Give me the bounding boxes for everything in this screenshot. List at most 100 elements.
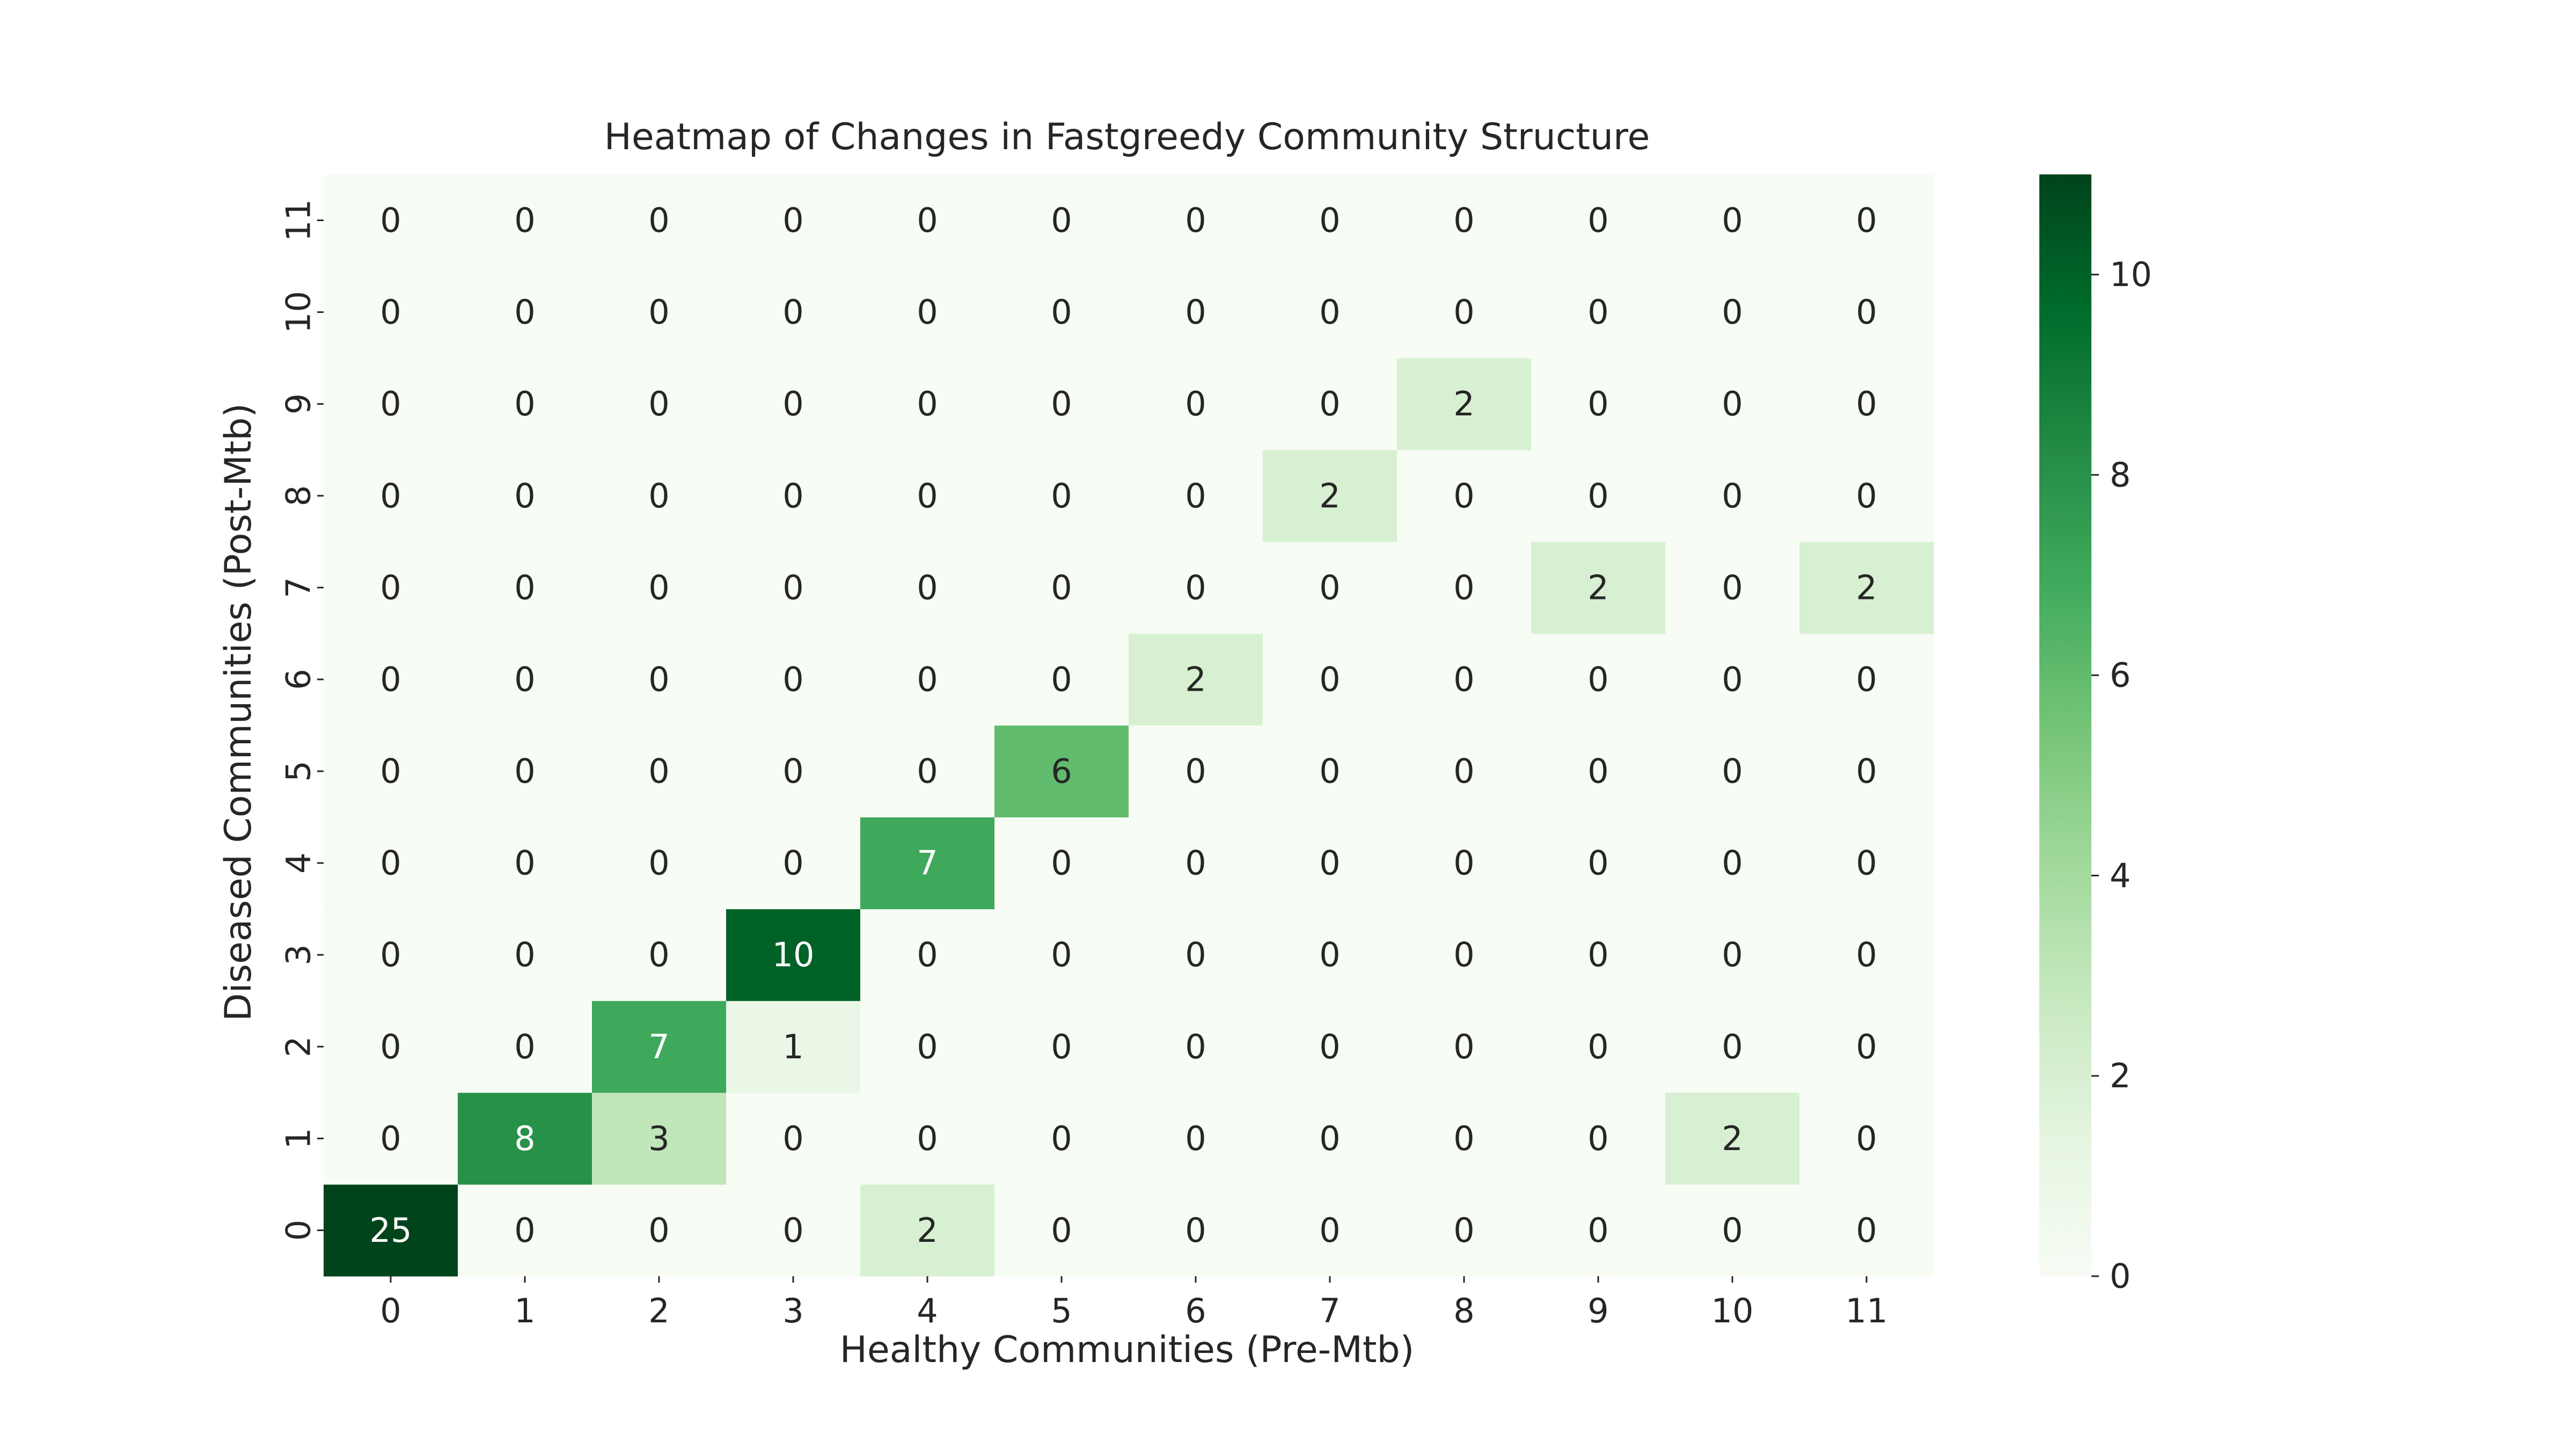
cell-value-label: 0 — [380, 292, 401, 332]
heatmap-cell — [726, 1000, 861, 1093]
heatmap-cell — [1397, 450, 1532, 542]
x-tick-label: 9 — [1587, 1291, 1608, 1330]
cell-value-label: 0 — [1319, 384, 1340, 423]
cell-value-label: 2 — [1722, 1119, 1743, 1158]
heatmap-cell — [592, 633, 727, 726]
heatmap-cell — [1397, 266, 1532, 358]
y-tick-label: 0 — [279, 1220, 318, 1241]
cell-value-label: 0 — [917, 568, 938, 607]
cell-value-label: 0 — [1856, 384, 1877, 423]
cell-value-label: 0 — [1051, 1027, 1072, 1066]
heatmap-cell — [1531, 1000, 1666, 1093]
cell-value-label: 0 — [1856, 1211, 1877, 1250]
heatmap-cell — [592, 541, 727, 634]
heatmap-cell — [592, 358, 727, 450]
cell-value-label: 0 — [1722, 660, 1743, 699]
cell-value-label: 0 — [782, 660, 803, 699]
x-axis-ticks: 0 1 2 3 4 5 6 7 8 9 10 11 — [380, 1276, 1887, 1330]
cell-value-label: 0 — [1319, 752, 1340, 791]
cell-value-label: 0 — [1587, 384, 1608, 423]
heatmap-cell — [458, 174, 592, 267]
heatmap-cell — [458, 541, 592, 634]
cell-value-label: 0 — [1587, 1027, 1608, 1066]
cell-value-label: 0 — [782, 201, 803, 240]
heatmap-cell — [726, 266, 861, 358]
heatmap-cell — [1397, 1092, 1532, 1185]
cell-value-label: 0 — [1587, 935, 1608, 975]
x-tick-label: 10 — [1711, 1291, 1754, 1330]
heatmap-cell — [1397, 909, 1532, 1001]
heatmap-cell — [994, 174, 1129, 267]
cell-value-label: 0 — [1185, 476, 1206, 515]
cell-value-label: 0 — [1587, 1211, 1608, 1250]
cell-value-label: 8 — [514, 1119, 535, 1158]
cell-value-label: 0 — [917, 384, 938, 423]
x-tick-label: 8 — [1453, 1291, 1474, 1330]
heatmap-cell — [1531, 817, 1666, 910]
cell-value-label: 0 — [1587, 292, 1608, 332]
cell-value-label: 0 — [1856, 752, 1877, 791]
cell-value-label: 0 — [1587, 201, 1608, 240]
heatmap-cell — [1665, 1184, 1800, 1277]
cell-value-label: 2 — [1856, 568, 1877, 607]
y-axis-ticks: 0 1 2 3 4 5 6 7 8 9 10 11 — [279, 199, 324, 1241]
colorbar-tick-label: 10 — [2110, 255, 2152, 294]
colorbar-tick-label: 8 — [2110, 455, 2131, 494]
heatmap-cell — [324, 174, 458, 267]
x-tick-label: 6 — [1185, 1291, 1206, 1330]
heatmap-cell — [1129, 358, 1263, 450]
cell-value-label: 0 — [1453, 292, 1474, 332]
heatmap-cell — [1665, 633, 1800, 726]
cell-value-label: 0 — [1185, 1211, 1206, 1250]
colorbar-tick-label: 6 — [2110, 656, 2131, 695]
cell-value-label: 0 — [514, 1211, 535, 1250]
cell-value-label: 0 — [1319, 201, 1340, 240]
cell-value-label: 0 — [1453, 752, 1474, 791]
heatmap-cell — [726, 541, 861, 634]
cell-value-label: 0 — [917, 1119, 938, 1158]
cell-value-label: 6 — [1051, 752, 1072, 791]
cell-value-label: 0 — [1051, 935, 1072, 975]
heatmap-cell — [1799, 725, 1934, 818]
heatmap-cell — [1397, 541, 1532, 634]
cell-value-label: 0 — [1051, 844, 1072, 883]
heatmap-cell — [1799, 541, 1934, 634]
heatmap-cell — [726, 450, 861, 542]
heatmap-cell — [592, 450, 727, 542]
heatmap-cell — [458, 633, 592, 726]
cell-value-label: 0 — [648, 844, 669, 883]
heatmap-cell — [1263, 1000, 1397, 1093]
cell-value-label: 0 — [1319, 844, 1340, 883]
heatmap-cell — [458, 266, 592, 358]
heatmap-cells — [324, 174, 1934, 1277]
heatmap-cell — [1397, 633, 1532, 726]
cell-value-label: 0 — [1453, 568, 1474, 607]
heatmap-cell — [860, 1184, 995, 1277]
y-tick-label: 1 — [279, 1128, 318, 1149]
heatmap-cell — [1129, 174, 1263, 267]
cell-value-label: 0 — [1453, 660, 1474, 699]
heatmap-cell — [324, 1000, 458, 1093]
cell-value-label: 0 — [1856, 1119, 1877, 1158]
cell-value-label: 0 — [1319, 1119, 1340, 1158]
cell-value-label: 0 — [1185, 1027, 1206, 1066]
y-tick-label: 9 — [279, 393, 318, 414]
heatmap-cell — [726, 174, 861, 267]
cell-value-label: 0 — [1722, 935, 1743, 975]
heatmap-cell — [860, 725, 995, 818]
heatmap-cell — [1531, 174, 1666, 267]
heatmap-cell — [1263, 1184, 1397, 1277]
heatmap-cell — [1531, 450, 1666, 542]
colorbar-gradient — [2039, 174, 2091, 1276]
heatmap-cell-labels: 25 0 0 0 2 0 0 0 0 0 0 00 8 3 0 0 0 0 0 0 0 2 00 0 7 1 0 0 0 0 0 0 0 00 0 0… — [370, 201, 1877, 1250]
heatmap-cell — [324, 266, 458, 358]
heatmap-cell — [1531, 1092, 1666, 1185]
cell-value-label: 0 — [1722, 384, 1743, 423]
heatmap-cell — [1263, 909, 1397, 1001]
heatmap-cell — [1263, 633, 1397, 726]
cell-value-label: 0 — [380, 476, 401, 515]
cell-value-label: 2 — [917, 1211, 938, 1250]
heatmap-cell — [1129, 266, 1263, 358]
cell-value-label: 0 — [380, 1027, 401, 1066]
